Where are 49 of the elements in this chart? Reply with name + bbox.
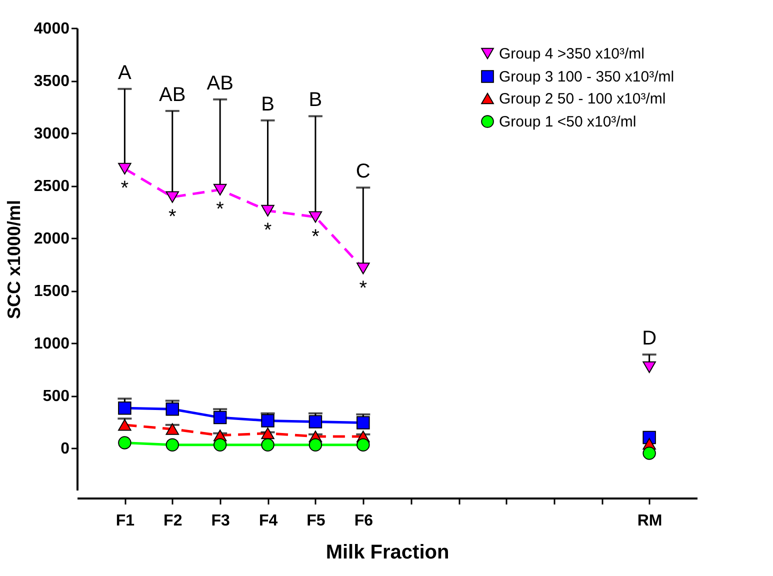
annotation: B <box>308 89 322 112</box>
point <box>166 438 180 452</box>
annotation: * <box>264 220 272 242</box>
x-tick-label: F1 <box>116 512 135 530</box>
annotation: * <box>120 178 129 200</box>
x-tick-label: F3 <box>211 512 230 530</box>
y-tick-label: 1000 <box>34 336 70 352</box>
x-axis-title: Milk Fraction <box>326 542 450 564</box>
annotation: AB <box>159 84 186 106</box>
y-axis-title: SCC x1000/ml <box>4 200 24 320</box>
y-tick-label: 2500 <box>34 178 70 195</box>
y-tick-label: 0 <box>60 440 70 458</box>
annotation: * <box>359 277 368 300</box>
x-tick-label: F5 <box>306 512 326 530</box>
point <box>166 191 180 203</box>
y-tick-label: 1500 <box>34 283 70 300</box>
annotation: C <box>356 160 370 183</box>
y-tick-label: 3500 <box>34 73 70 90</box>
annotation: B <box>261 93 274 116</box>
y-tick-label: 3000 <box>34 126 70 142</box>
point <box>642 361 656 373</box>
legend-label: Group 1 <50 x10³/ml <box>499 114 636 130</box>
legend-label: Group 3 100 - 350 x10³/ml <box>499 68 674 86</box>
point <box>642 446 656 460</box>
legend-label: Group 4 >350 x10³/ml <box>499 46 644 62</box>
annotation: * <box>312 226 320 248</box>
annotation: * <box>168 206 176 228</box>
x-tick-label: F4 <box>258 512 278 530</box>
y-tick-label: 4000 <box>34 20 70 38</box>
point <box>308 211 322 223</box>
point <box>261 204 274 217</box>
point <box>118 436 132 450</box>
x-tick-label: RM <box>637 512 662 530</box>
y-tick-label: 2000 <box>34 230 70 248</box>
point <box>213 184 227 196</box>
y-tick-label: 500 <box>42 388 70 405</box>
x-tick-label: F6 <box>354 512 374 530</box>
point <box>261 438 274 452</box>
annotation: AB <box>206 72 234 94</box>
annotation: * <box>216 198 224 221</box>
point <box>356 438 370 452</box>
annotation: D <box>642 328 657 350</box>
point <box>308 438 322 452</box>
point <box>118 162 132 175</box>
x-tick-label: F2 <box>164 512 182 530</box>
point <box>213 438 227 452</box>
annotation: A <box>118 62 132 84</box>
point <box>356 262 370 274</box>
legend-label: Group 2 50 - 100 x10³/ml <box>499 90 666 108</box>
